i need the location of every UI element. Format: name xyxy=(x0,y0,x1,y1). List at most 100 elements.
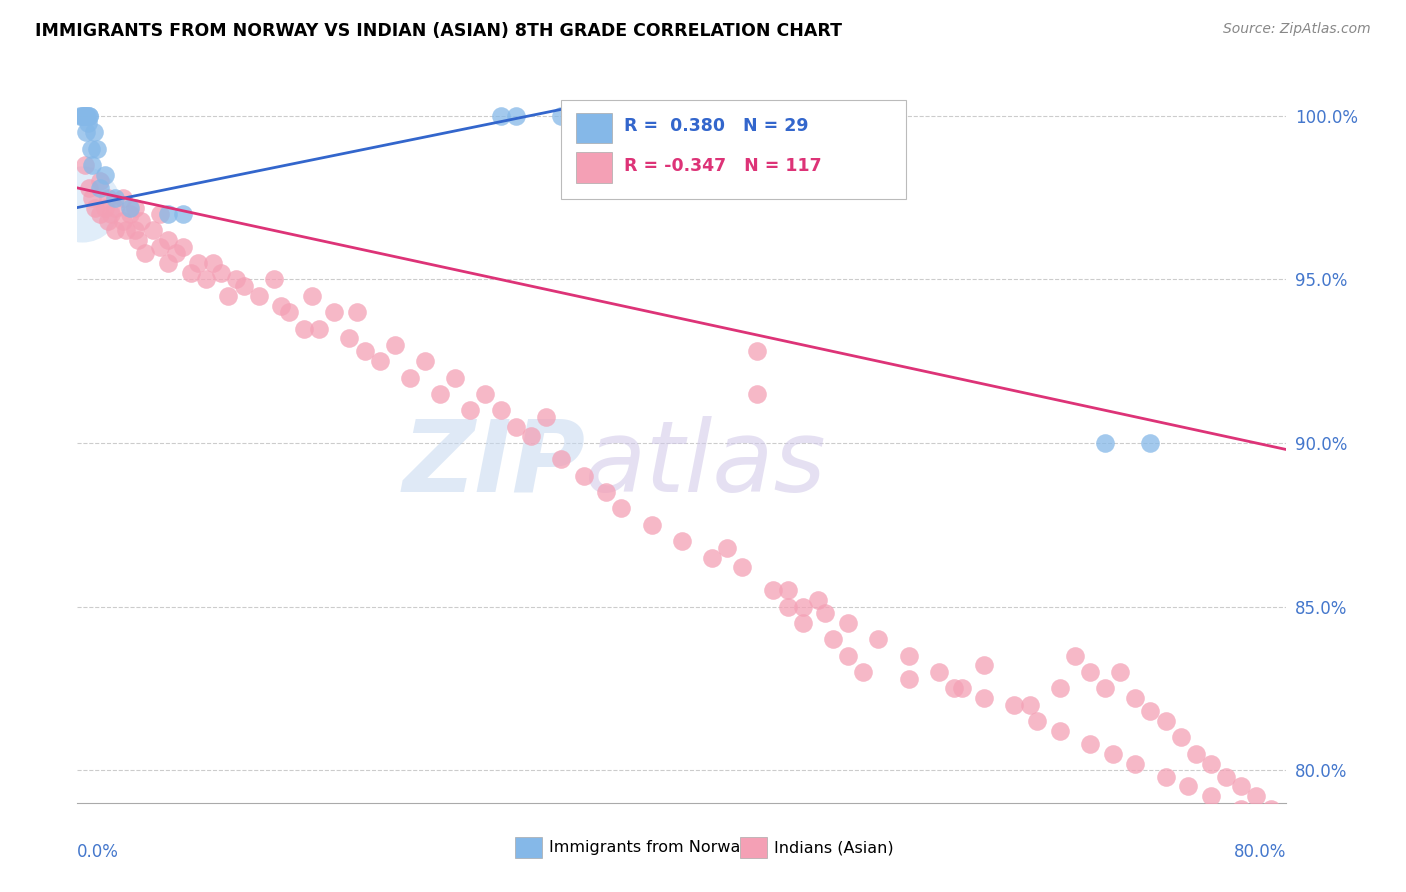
Point xyxy=(292,321,315,335)
Point xyxy=(301,289,323,303)
Point xyxy=(80,142,103,156)
Point xyxy=(202,256,225,270)
Point xyxy=(1177,780,1199,794)
Point xyxy=(104,201,127,215)
Point xyxy=(1170,731,1192,745)
Point xyxy=(1101,747,1123,761)
Point xyxy=(1018,698,1040,712)
Point xyxy=(1154,770,1177,784)
Point xyxy=(928,665,950,679)
Point xyxy=(77,109,100,123)
Point xyxy=(520,429,543,443)
Point xyxy=(73,109,96,123)
Point xyxy=(595,485,617,500)
Point xyxy=(897,672,920,686)
Point xyxy=(194,272,217,286)
Text: Source: ZipAtlas.com: Source: ZipAtlas.com xyxy=(1223,22,1371,37)
Point xyxy=(270,299,292,313)
Point xyxy=(950,681,973,696)
Point xyxy=(747,344,769,359)
Point xyxy=(209,266,232,280)
Point xyxy=(1260,802,1282,816)
Point xyxy=(897,648,920,663)
Point xyxy=(218,289,240,303)
Point xyxy=(114,223,136,237)
Point xyxy=(278,305,301,319)
Point xyxy=(180,266,202,280)
Point xyxy=(75,125,97,139)
Point xyxy=(75,109,97,123)
Text: Immigrants from Norway: Immigrants from Norway xyxy=(548,840,749,855)
Point xyxy=(263,272,285,286)
Point xyxy=(489,109,512,123)
Point xyxy=(84,201,107,215)
Point xyxy=(96,213,118,227)
Point xyxy=(353,344,375,359)
Point xyxy=(716,541,738,555)
Point xyxy=(444,370,467,384)
Text: R = -0.347   N = 117: R = -0.347 N = 117 xyxy=(624,156,821,175)
Point xyxy=(149,207,172,221)
Point xyxy=(610,109,633,123)
Point xyxy=(79,181,101,195)
Point xyxy=(1215,770,1237,784)
Point xyxy=(323,305,346,319)
Point xyxy=(1139,436,1161,450)
Point xyxy=(70,109,93,123)
Point xyxy=(776,599,799,614)
Point xyxy=(89,181,111,195)
Point xyxy=(534,409,557,424)
Point xyxy=(641,109,664,123)
Point xyxy=(731,560,754,574)
Point xyxy=(157,207,180,221)
Point xyxy=(69,109,91,123)
Point xyxy=(89,207,111,221)
Point xyxy=(142,223,165,237)
Point xyxy=(247,289,270,303)
Point xyxy=(973,691,995,706)
Point xyxy=(792,615,814,630)
Point xyxy=(1199,756,1222,771)
Text: IMMIGRANTS FROM NORWAY VS INDIAN (ASIAN) 8TH GRADE CORRELATION CHART: IMMIGRANTS FROM NORWAY VS INDIAN (ASIAN)… xyxy=(35,22,842,40)
Point xyxy=(384,338,406,352)
Point xyxy=(308,321,330,335)
Point xyxy=(86,142,108,156)
Point xyxy=(1049,681,1071,696)
Point xyxy=(1109,665,1132,679)
FancyBboxPatch shape xyxy=(561,100,905,200)
Text: Indians (Asian): Indians (Asian) xyxy=(773,840,893,855)
Point xyxy=(96,191,118,205)
Point xyxy=(1154,714,1177,728)
Point xyxy=(572,468,595,483)
Point xyxy=(489,403,512,417)
Point xyxy=(120,201,142,215)
Point xyxy=(641,517,664,532)
Point xyxy=(83,125,105,139)
Point xyxy=(93,168,115,182)
Text: ZIP: ZIP xyxy=(402,416,585,513)
Point xyxy=(1230,802,1253,816)
Point xyxy=(1026,714,1049,728)
Point xyxy=(1230,780,1253,794)
Point xyxy=(550,452,572,467)
Point xyxy=(73,158,96,172)
Point xyxy=(1064,648,1087,663)
Point xyxy=(172,240,194,254)
Point xyxy=(814,606,837,620)
Bar xyxy=(515,838,541,858)
Point xyxy=(747,387,769,401)
Point xyxy=(671,534,693,549)
Point xyxy=(72,109,94,123)
Point xyxy=(1275,822,1298,836)
Point xyxy=(1199,789,1222,804)
Point xyxy=(1139,704,1161,718)
Text: atlas: atlas xyxy=(585,416,827,513)
Point xyxy=(157,233,180,247)
Point xyxy=(1125,691,1147,706)
Point xyxy=(474,387,496,401)
Point xyxy=(120,207,142,221)
Point xyxy=(111,213,134,227)
Point xyxy=(550,109,572,123)
Point xyxy=(429,387,451,401)
Text: 80.0%: 80.0% xyxy=(1234,843,1286,862)
